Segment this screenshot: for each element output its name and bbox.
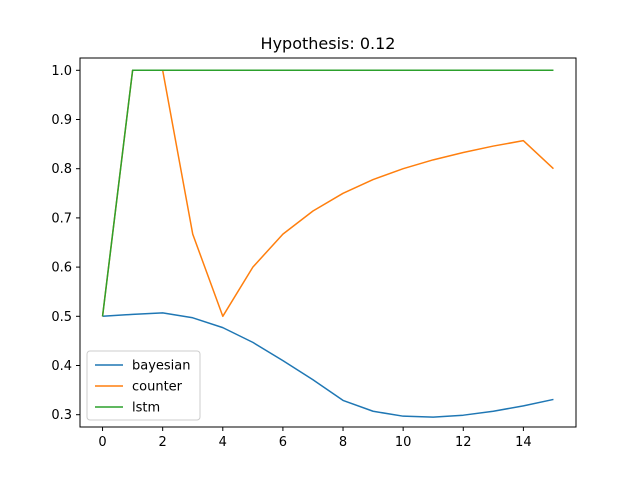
legend-label-counter: counter <box>132 380 183 395</box>
x-tick-label: 14 <box>515 435 532 450</box>
series-line-bayesian <box>102 312 554 418</box>
axis-layer: 0 2 4 6 8 10 12 14 0.3 0.4 0.5 0.6 0.7 0.8 0.9 1.0 <box>51 64 531 450</box>
x-tick-label: 12 <box>455 435 472 450</box>
legend-label-lstm: lstm <box>132 401 160 416</box>
y-tick-label: 1.0 <box>51 64 72 79</box>
y-tick-label: 0.8 <box>51 162 72 177</box>
series-line-counter <box>101 69 554 318</box>
y-tick-label: 0.3 <box>51 408 72 423</box>
x-tick-label: 0 <box>98 435 106 450</box>
plot-area-frame <box>79 57 577 428</box>
series-line-lstm <box>101 69 554 317</box>
series-layer <box>101 69 554 418</box>
legend: bayesian counter lstm <box>86 350 201 421</box>
y-tick-label: 0.4 <box>51 359 72 374</box>
y-tick-label: 0.9 <box>51 113 72 128</box>
y-tick-label: 0.5 <box>51 310 72 325</box>
y-tick-label: 0.6 <box>51 261 72 276</box>
chart-title: Hypothesis: 0.12 <box>261 34 396 53</box>
legend-label-bayesian: bayesian <box>132 359 191 374</box>
x-tick-label: 6 <box>279 435 287 450</box>
legend-box <box>86 350 201 421</box>
x-tick-label: 8 <box>339 435 347 450</box>
x-tick-label: 10 <box>395 435 412 450</box>
y-tick-label: 0.7 <box>51 211 72 226</box>
x-tick-label: 4 <box>219 435 227 450</box>
x-tick-label: 2 <box>159 435 167 450</box>
